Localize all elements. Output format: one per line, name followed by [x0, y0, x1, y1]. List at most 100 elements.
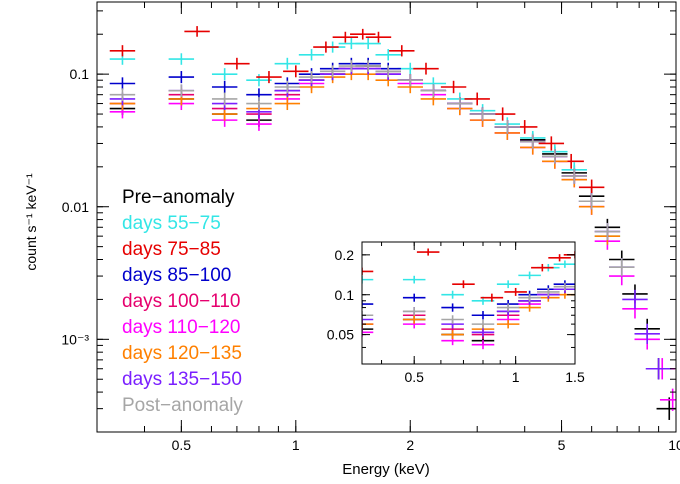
x-axis-label: Energy (keV): [342, 461, 430, 478]
main-x-tick-label: 5: [558, 437, 566, 453]
inset-data-point: [362, 315, 374, 324]
inset-data-point: [441, 330, 464, 340]
inset-data-point: [362, 324, 374, 334]
main-series-2: [109, 26, 605, 196]
main-data-point: [274, 97, 301, 111]
inset-data-point: [452, 280, 475, 289]
legend-entry: Post−anomaly: [122, 395, 243, 416]
inset-y-tick-label: 0.05: [327, 327, 354, 343]
inset-data-point: [553, 282, 575, 291]
inset-data-point: [441, 290, 464, 299]
inset-data-point: [504, 287, 527, 296]
inset-x-tick-label: 0.5: [404, 369, 424, 385]
main-data-point: [520, 134, 546, 149]
main-data-point: [211, 92, 238, 106]
inset-data-point: [471, 340, 495, 350]
main-series-8: [109, 60, 635, 277]
main-plot-data: 0.5 1 2 5 10 0.1 0.01 10⁻³: [61, 1, 680, 453]
inset-series-2: [362, 248, 575, 302]
main-data-point: [350, 28, 376, 40]
main-x-tick-label: 2: [406, 437, 414, 453]
main-data-point: [561, 168, 587, 184]
inset-data-point: [518, 271, 541, 280]
main-y-tick-label: 0.1: [70, 66, 90, 82]
main-data-point: [246, 97, 272, 111]
main-data-point: [168, 53, 195, 65]
inset-data-point: [531, 263, 554, 272]
main-data-point: [578, 179, 605, 196]
inset-series-1: [362, 260, 575, 305]
main-data-point: [298, 49, 325, 61]
main-data-point: [109, 45, 136, 57]
inset-data-point: [471, 311, 495, 320]
main-data-point: [609, 258, 635, 277]
inset-data-point: [362, 275, 374, 284]
legend-entry: days 85−100: [122, 265, 231, 286]
main-data-point: [594, 223, 621, 241]
main-data-point: [634, 323, 660, 344]
main-data-point: [413, 62, 439, 75]
inset-data-point: [441, 303, 464, 312]
main-data-point: [168, 84, 195, 97]
main-data-point: [578, 193, 605, 210]
inset-data-point: [471, 319, 495, 329]
main-data-point: [645, 358, 672, 380]
main-data-point: [494, 120, 521, 134]
main-data-point: [389, 45, 415, 57]
main-data-point: [313, 41, 339, 53]
legend: Pre−anomaly days 55−75 days 75−85 days 85−1…: [122, 187, 243, 416]
inset-data-point: [362, 319, 374, 329]
inset-data-point: [496, 303, 520, 312]
main-data-point: [355, 38, 381, 50]
legend-entry: days 75−85: [122, 239, 221, 260]
main-x-tick-label: 0.5: [172, 437, 192, 453]
main-data-point: [274, 80, 301, 94]
inset-x-tick-label: 1: [512, 369, 520, 385]
main-data-point: [274, 57, 301, 70]
inset-plot: 0.5 1 1.5 0.2 0.1 0.05: [327, 241, 585, 385]
main-data-point: [538, 136, 565, 151]
inset-data-point: [402, 315, 426, 324]
main-data-point: [542, 149, 568, 164]
inset-data-point: [416, 248, 440, 256]
inset-data-point: [362, 327, 374, 337]
inset-data-point: [402, 275, 426, 284]
main-data-point: [168, 71, 195, 84]
main-data-point: [397, 74, 423, 87]
inset-data-point: [480, 293, 504, 302]
main-data-point: [246, 74, 272, 87]
legend-entry: Pre−anomaly: [122, 187, 235, 208]
inset-x-tick-label: 1.5: [565, 369, 585, 385]
main-data-point: [355, 60, 381, 72]
main-data-point: [375, 65, 401, 78]
inset-y-tick-label: 0.1: [335, 287, 355, 303]
inset-data-point: [496, 319, 520, 329]
inset-data-point: [518, 293, 541, 302]
main-data-point: [283, 65, 309, 78]
legend-entry: days 135−150: [122, 369, 242, 390]
legend-entry: days 120−135: [122, 343, 242, 364]
main-data-point: [211, 68, 238, 81]
inset-data-point: [496, 280, 520, 289]
inset-data-point: [548, 254, 571, 262]
main-data-point: [319, 65, 346, 78]
main-y-tick-label: 10⁻³: [61, 331, 89, 347]
main-data-point: [440, 80, 467, 94]
main-data-point: [246, 117, 272, 131]
inset-data-point: [537, 287, 560, 296]
legend-entry: days 100−110: [122, 291, 241, 312]
main-data-point: [447, 97, 473, 111]
legend-entry: days 110−120: [122, 317, 241, 338]
inset-y-tick-label: 0.2: [335, 247, 355, 263]
inset-data-point: [553, 260, 575, 268]
main-data-point: [211, 80, 238, 94]
inset-data-point: [471, 327, 495, 337]
main-data-point: [464, 92, 490, 106]
main-data-point: [622, 289, 648, 309]
main-data-point: [109, 88, 136, 102]
main-data-point: [298, 71, 325, 84]
inset-series-8: [362, 282, 575, 329]
legend-entry: days 55−75: [122, 213, 221, 234]
main-data-point: [332, 31, 359, 43]
